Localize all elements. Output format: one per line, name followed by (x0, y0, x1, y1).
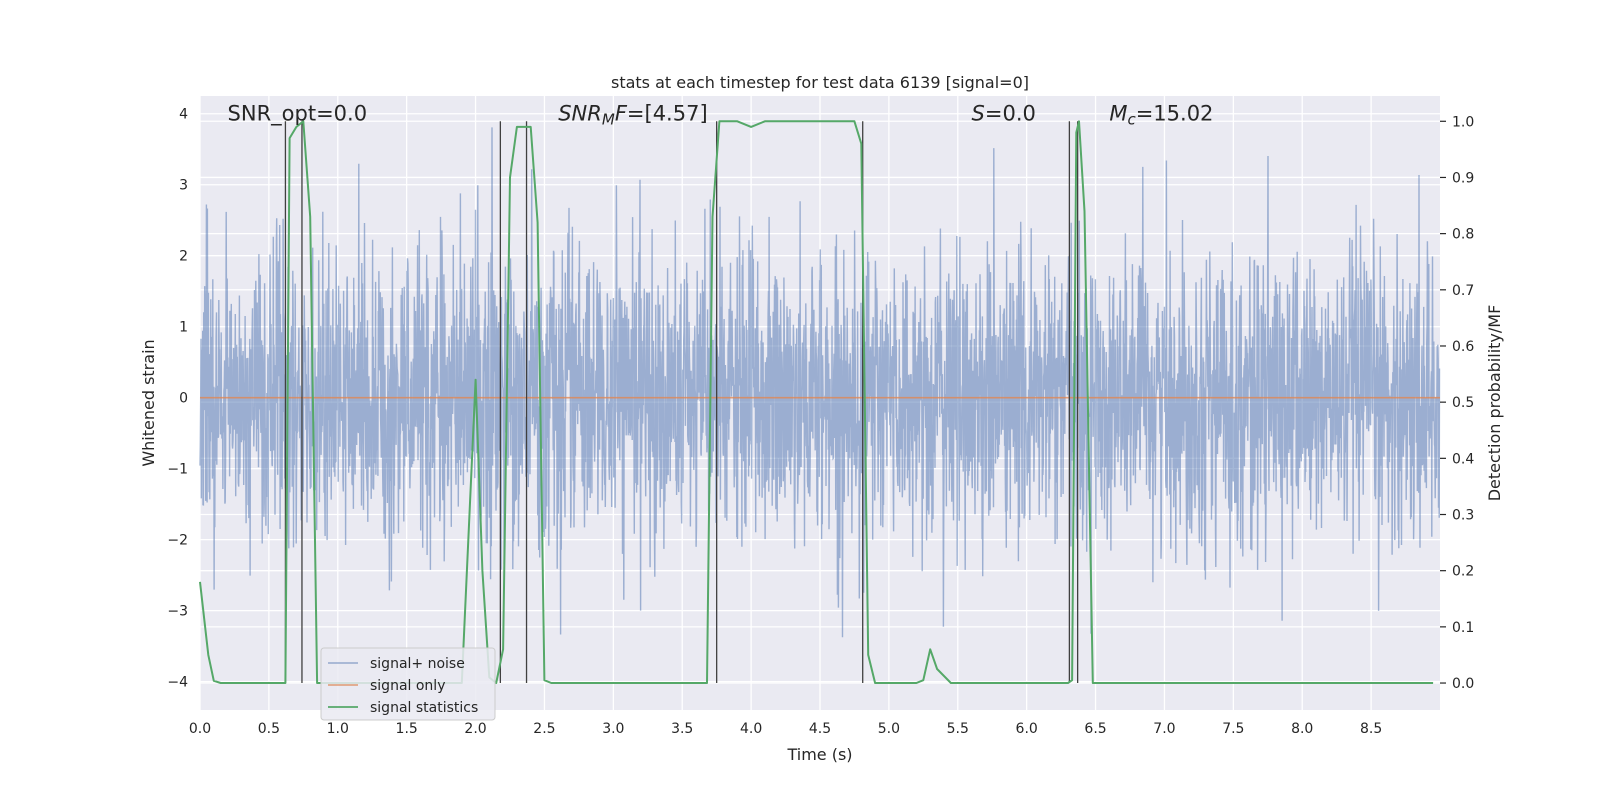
y2-tick-label: 0.8 (1452, 227, 1474, 243)
y2-tick-label: 1.0 (1452, 114, 1474, 130)
x-axis-ticks: 0.0 0.5 1.0 1.5 2.0 2.5 3.0 3.5 4.0 4.5 5.0 5.5 6.0 6… (189, 721, 1382, 737)
y-tick-label: −2 (167, 533, 188, 549)
y2-tick-label: 0.2 (1452, 564, 1474, 580)
y2-tick-label: 0.6 (1452, 339, 1474, 355)
x-tick-label: 8.0 (1291, 721, 1313, 737)
y-axis-ticks: −4 −3 −2 −1 0 1 2 3 4 (167, 107, 188, 691)
y-tick-label: −4 (167, 675, 188, 691)
x-tick-label: 4.5 (809, 721, 831, 737)
y2-tick-label: 0.3 (1452, 508, 1474, 524)
annotation: SNR_opt=0.0 (228, 102, 368, 127)
chart-title: stats at each timestep for test data 613… (611, 73, 1029, 92)
x-tick-label: 0.5 (258, 721, 280, 737)
y-tick-label: 3 (179, 178, 188, 194)
x-tick-label: 5.0 (878, 721, 900, 737)
annotation: S=0.0 (972, 102, 1036, 126)
x-tick-label: 2.5 (533, 721, 555, 737)
x-tick-label: 8.5 (1360, 721, 1382, 737)
x-tick-label: 2.0 (464, 721, 486, 737)
x-axis-label: Time (s) (786, 745, 852, 764)
signal-statistics-line (199, 120, 1434, 684)
legend-label-signal-plus-noise: signal+ noise (370, 656, 465, 672)
x-tick-label: 0.0 (189, 721, 211, 737)
x-tick-label: 1.5 (396, 721, 418, 737)
y2-tick-label: 0.1 (1452, 620, 1474, 636)
x-tick-label: 6.5 (1084, 721, 1106, 737)
y2-tick-label: 0.9 (1452, 170, 1474, 186)
y2-tick-label: 0.4 (1452, 451, 1474, 467)
y2-axis-label: Detection probability/MF (1485, 305, 1504, 502)
y-axis-label: Whitened strain (139, 339, 158, 466)
y-tick-label: 0 (179, 391, 188, 407)
x-tick-label: 3.5 (671, 721, 693, 737)
y2-tick-label: 0.5 (1452, 395, 1474, 411)
x-tick-label: 7.0 (1153, 721, 1175, 737)
series-signal-statistics (199, 120, 1434, 684)
y2-axis-ticks: 0.0 0.1 0.2 0.3 0.4 0.5 0.6 0.7 0.8 0.9 1.0 (1440, 114, 1474, 692)
annotation: SNRMF=[4.57] (558, 102, 707, 129)
signal-plus-noise-line (199, 127, 1441, 638)
y-tick-label: 4 (179, 107, 188, 123)
annotation: Mc=15.02 (1109, 102, 1213, 129)
legend-box (320, 647, 496, 721)
legend-label-signal-statistics: signal statistics (370, 700, 478, 716)
y2-tick-label: 0.7 (1452, 283, 1474, 299)
x-tick-label: 7.5 (1222, 721, 1244, 737)
series-signal-plus-noise (199, 127, 1441, 638)
legend: signal+ noise signal only signal statist… (320, 647, 496, 721)
x-tick-label: 4.0 (740, 721, 762, 737)
legend-label-signal-only: signal only (370, 678, 445, 694)
x-tick-label: 6.0 (1016, 721, 1038, 737)
x-tick-label: 3.0 (602, 721, 624, 737)
y-tick-label: 2 (179, 249, 188, 265)
x-tick-label: 1.0 (327, 721, 349, 737)
y-tick-label: −3 (167, 604, 188, 620)
y-tick-label: 1 (179, 320, 188, 336)
annotations: SNR_opt=0.0 SNRMF=[4.57] S=0.0 Mc=15.02 (228, 102, 1214, 129)
y-tick-label: −1 (167, 462, 188, 478)
y2-tick-label: 0.0 (1452, 676, 1474, 692)
x-tick-label: 5.5 (947, 721, 969, 737)
